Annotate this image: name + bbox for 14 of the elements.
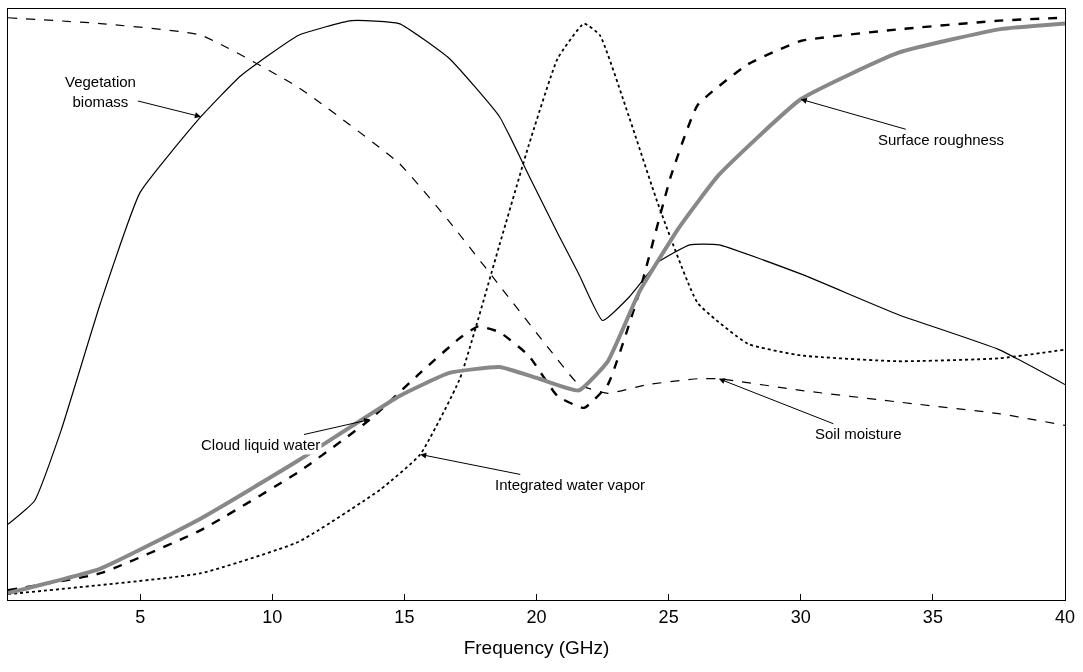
annotation: Soil moisture xyxy=(815,425,902,442)
x-axis-title: Frequency (GHz) xyxy=(463,637,610,659)
annotation: Surface roughness xyxy=(878,131,1004,148)
x-tick-label: 15 xyxy=(394,606,415,627)
x-tick-label: 35 xyxy=(922,606,943,627)
x-tick-label: 40 xyxy=(1054,606,1076,627)
annotation: Vegetation biomass xyxy=(65,73,136,110)
annotation: Integrated water vapor xyxy=(495,476,646,493)
x-tick-label: 30 xyxy=(790,606,811,627)
annotation: Cloud liquid water xyxy=(201,436,321,453)
x-tick-label: 25 xyxy=(658,606,679,627)
x-tick-label: 5 xyxy=(135,606,146,627)
x-tick-label: 20 xyxy=(526,606,547,627)
x-tick-label: 10 xyxy=(262,606,283,627)
